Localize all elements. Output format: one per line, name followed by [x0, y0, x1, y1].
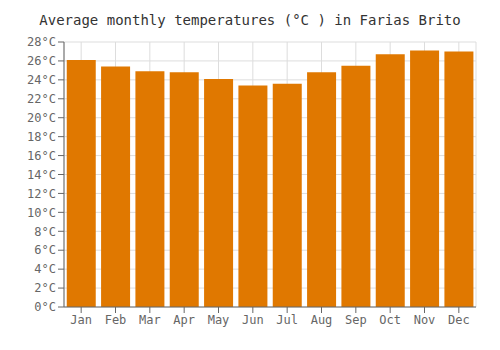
svg-text:Jul: Jul	[276, 313, 298, 327]
svg-text:8°C: 8°C	[34, 225, 56, 239]
svg-text:20°C: 20°C	[27, 111, 56, 125]
svg-text:Mar: Mar	[139, 313, 161, 327]
svg-text:2°C: 2°C	[34, 281, 56, 295]
svg-text:4°C: 4°C	[34, 262, 56, 276]
svg-text:Sep: Sep	[345, 313, 367, 327]
svg-text:18°C: 18°C	[27, 130, 56, 144]
svg-text:Nov: Nov	[414, 313, 436, 327]
svg-text:28°C: 28°C	[27, 35, 56, 49]
svg-text:Aug: Aug	[311, 313, 333, 327]
html-text:Average monthly temperatures (: Average monthly temperatures (°C ) in Fa…	[39, 12, 461, 28]
svg-text:22°C: 22°C	[27, 92, 56, 106]
svg-text:0°C: 0°C	[34, 300, 56, 314]
svg-text:Oct: Oct	[379, 313, 401, 327]
svg-text:14°C: 14°C	[27, 168, 56, 182]
svg-text:Jan: Jan	[70, 313, 92, 327]
svg-text:May: May	[208, 313, 230, 327]
svg-text:6°C: 6°C	[34, 243, 56, 257]
svg-text:Jun: Jun	[242, 313, 264, 327]
svg-text:26°C: 26°C	[27, 54, 56, 68]
svg-text:12°C: 12°C	[27, 187, 56, 201]
svg-text:Dec: Dec	[448, 313, 470, 327]
svg-text:Feb: Feb	[105, 313, 127, 327]
svg-text:16°C: 16°C	[27, 149, 56, 163]
svg-text:10°C: 10°C	[27, 206, 56, 220]
svg-text:Apr: Apr	[173, 313, 195, 327]
svg-text:24°C: 24°C	[27, 73, 56, 87]
